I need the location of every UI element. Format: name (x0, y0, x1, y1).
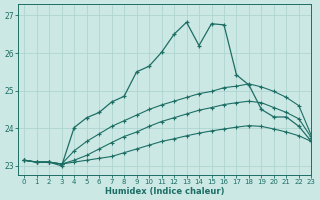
X-axis label: Humidex (Indice chaleur): Humidex (Indice chaleur) (105, 187, 224, 196)
